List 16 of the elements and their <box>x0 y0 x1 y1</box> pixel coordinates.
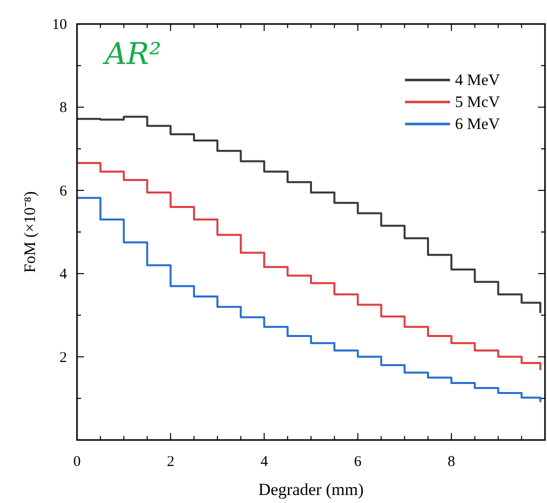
y-axis-title: FoM (×10⁻⁸) <box>22 191 39 273</box>
x-tick-label: 4 <box>260 454 268 470</box>
x-tick-label: 8 <box>448 454 456 470</box>
y-tick-label: 6 <box>60 183 68 200</box>
y-tick-label: 8 <box>60 100 67 116</box>
y-tick-label: 2 <box>60 350 67 366</box>
annotation: AR² <box>102 37 162 72</box>
legend-label: 6 MeV <box>455 116 500 133</box>
y-tick-label: 4 <box>60 266 68 283</box>
x-tick-label: 2 <box>166 454 174 470</box>
legend-label: 4 MeV <box>455 72 500 89</box>
x-tick-label: 6 <box>354 454 362 470</box>
x-axis-title: Degrader (mm) <box>258 480 364 499</box>
legend-label: 5 McV <box>455 94 500 111</box>
y-tick-label: 10 <box>52 17 67 33</box>
x-tick-label: 0 <box>73 454 81 470</box>
